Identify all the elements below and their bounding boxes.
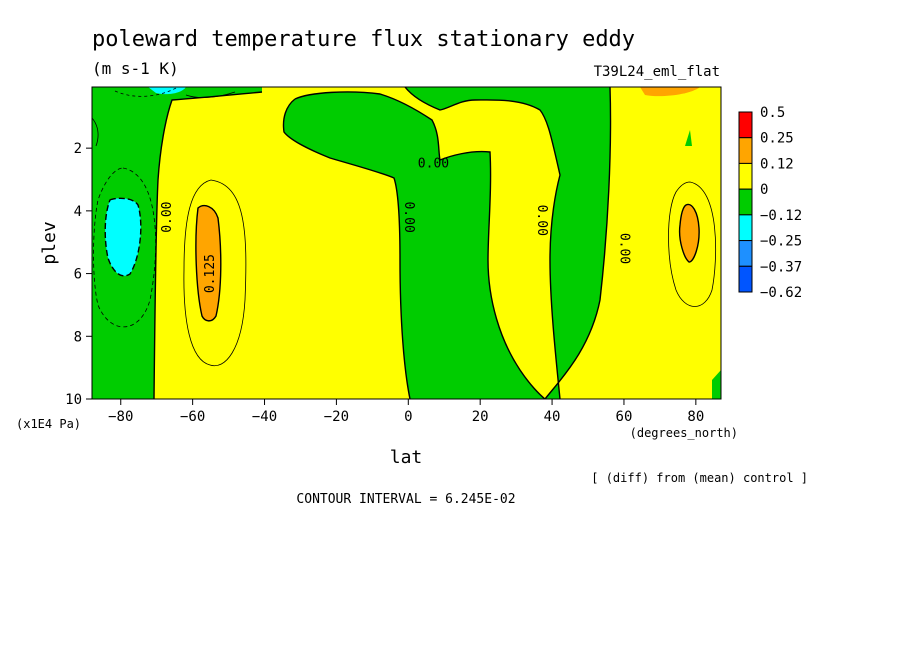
contour-label-0: 0.00 bbox=[160, 201, 175, 232]
x-tick-label-1: −60 bbox=[180, 409, 205, 425]
field-negative-center bbox=[283, 91, 545, 399]
field-negative-north bbox=[405, 87, 611, 399]
y-tick-label-3: 8 bbox=[74, 329, 82, 345]
colorbar-label-2: 0.12 bbox=[760, 156, 794, 172]
x-tick-label-3: −20 bbox=[324, 409, 349, 425]
x-tick-label-7: 60 bbox=[616, 409, 633, 425]
colorbar-swatch-3 bbox=[738, 188, 753, 216]
x-tick-label-2: −40 bbox=[252, 409, 277, 425]
field-top-cyan bbox=[148, 87, 186, 95]
x-tick-label-6: 40 bbox=[544, 409, 561, 425]
colorbar-swatch-4 bbox=[738, 214, 753, 242]
field-negative-north-edge bbox=[712, 370, 721, 399]
colorbar-label-7: −0.62 bbox=[760, 285, 802, 301]
contour-label-5: 0.00 bbox=[616, 233, 631, 264]
zero-contour-lines bbox=[153, 87, 612, 399]
x-axis-label: lat bbox=[390, 447, 423, 468]
x-tick-label-4: 0 bbox=[404, 409, 412, 425]
colorbar-swatch-1 bbox=[738, 137, 753, 164]
contour-label-4: 0.00 bbox=[534, 205, 549, 236]
colorbar-swatch-2 bbox=[738, 162, 753, 190]
x-tick-label-8: 80 bbox=[687, 409, 704, 425]
colorbar-label-0: 0.5 bbox=[760, 105, 785, 121]
colorbar-label-1: 0.25 bbox=[760, 131, 794, 147]
chart-title: poleward temperature flux stationary edd… bbox=[92, 27, 635, 52]
y-tick-label-1: 4 bbox=[74, 204, 82, 220]
colorbar-label-6: −0.37 bbox=[760, 259, 802, 275]
colorbar-swatch-6 bbox=[738, 265, 753, 293]
colorbar-swatch-0 bbox=[738, 111, 753, 139]
contour-labels: 0.00 0.125 0.00 0.00 0.00 0.00 bbox=[160, 156, 631, 293]
run-label: T39L24_eml_flat bbox=[594, 64, 720, 80]
x-axis: −80 −60 −40 −20 0 20 40 60 80 bbox=[108, 399, 704, 425]
x-axis-units: (degrees_north) bbox=[630, 426, 738, 440]
contour-interval: CONTOUR INTERVAL = 6.245E-02 bbox=[296, 492, 515, 507]
contour-label-1: 0.125 bbox=[203, 254, 218, 293]
plot-frame bbox=[91, 86, 722, 400]
y-tick-label-0: 2 bbox=[74, 141, 82, 157]
contour-label-3: 0.00 bbox=[418, 156, 449, 171]
field-strong-positive-south bbox=[195, 205, 222, 322]
y-axis-label: plev bbox=[39, 221, 60, 264]
plot-area: 0.00 0.125 0.00 0.00 0.00 0.00 bbox=[91, 86, 722, 400]
field-strong-positive-north bbox=[678, 203, 700, 263]
contour-label-2: 0.00 bbox=[401, 201, 416, 232]
field-negative-pole-patch bbox=[685, 130, 692, 146]
colorbar-label-5: −0.25 bbox=[760, 234, 802, 250]
colorbar-label-3: 0 bbox=[760, 182, 768, 198]
x-tick-label-5: 20 bbox=[472, 409, 489, 425]
diff-note: [ (diff) from (mean) control ] bbox=[591, 471, 808, 485]
field-strong-negative bbox=[104, 197, 142, 277]
colorbar-swatch-5 bbox=[738, 240, 753, 267]
colorbar-label-4: −0.12 bbox=[760, 208, 802, 224]
y-axis: 2 4 6 8 10 bbox=[65, 141, 92, 408]
y-tick-label-2: 6 bbox=[74, 267, 82, 283]
x-tick-label-0: −80 bbox=[108, 409, 133, 425]
y-tick-label-4: 10 bbox=[65, 392, 82, 408]
units-label: (m s-1 K) bbox=[92, 59, 179, 78]
field-negative-south bbox=[92, 87, 262, 399]
colorbar: 0.5 0.25 0.12 0 −0.12 −0.25 −0.37 −0.62 bbox=[738, 105, 802, 301]
field-top-orange bbox=[640, 87, 700, 97]
y-axis-units: (x1E4 Pa) bbox=[16, 417, 81, 431]
